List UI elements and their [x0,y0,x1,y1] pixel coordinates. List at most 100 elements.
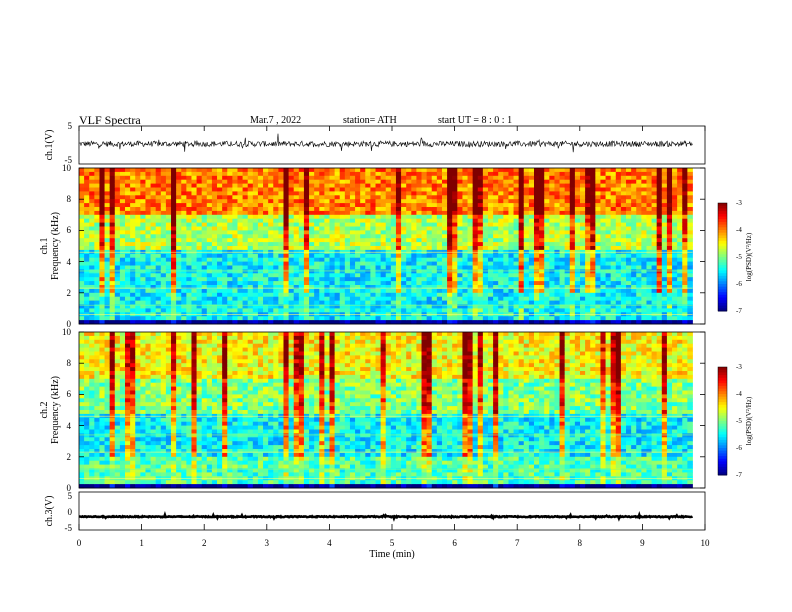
ch1-spec-cell [452,187,458,192]
ch1-spec-cell [319,281,325,286]
ch1-spec-cell [605,316,612,321]
ch1-spec-cell [528,316,535,321]
ch1-spec-cell [140,210,146,216]
ch1-spec-cell [344,281,351,286]
ch1-spec-cell [661,261,668,266]
ch1-spec-cell [171,238,177,243]
ch1-spec-cell [130,214,136,220]
ch1-spec-cell [186,175,192,181]
ch1-spec-cell [467,210,474,216]
ch1-spec-cell [375,269,382,274]
ch1-spec-cell [539,199,545,204]
ch1-spec-cell [385,308,392,313]
ch1-spec-cell [518,187,525,192]
ch1-spec-cell [493,199,499,204]
ch1-spec-cell [191,246,197,251]
ch1-spec-cell [84,168,90,173]
ch1-spec-cell [523,296,530,301]
ch2-spec-cell [79,472,85,477]
ch1-spec-cell [160,269,167,274]
ch1-spec-cell [252,168,259,173]
ch1-spec-cell [319,199,325,204]
ch1-spec-cell [385,203,392,208]
ch1-spec-cell [247,320,254,325]
ch1-spec-cell [426,199,433,204]
ch1-spec-cell [539,300,545,305]
ch1-spec-cell [682,257,688,262]
ch1-spec-cell [171,203,177,208]
ch1-spec-cell [114,246,121,251]
ch1-spec-cell [140,281,146,286]
ch1-spec-cell [636,195,642,200]
ch1-spec-cell [554,300,560,305]
ch1-spec-cell [661,214,668,220]
cb1-step [718,254,727,258]
ch1-spec-cell [181,234,187,239]
ch1-spec-cell [677,175,683,181]
ch1-spec-cell [385,230,392,235]
ch1-spec-cell [370,187,376,192]
ch1-spec-cell [303,226,310,231]
ch1-spec-cell [385,222,392,227]
ch1-spec-cell [585,207,591,212]
ch1-spec-cell [104,171,111,177]
ch1-spec-cell [462,210,468,216]
ch1-spec-cell [467,214,474,220]
ch1-spec-cell [595,308,601,313]
ch1-spec-cell [447,175,453,181]
ch1-spec-cell [319,179,325,184]
ch1-spec-cell [191,210,197,216]
ch1-spec-cell [211,203,218,208]
ch1-spec-cell [293,230,300,235]
ch1-spec-cell [626,222,632,227]
ch1-spec-cell [539,265,545,270]
ch1-spec-cell [672,261,678,266]
ch1-spec-cell [176,320,182,325]
ch1-spec-cell [656,257,663,262]
ch1-spec-cell [165,199,172,204]
ch1-spec-cell [191,285,197,290]
ch1-spec-cell [232,281,238,286]
ch1-spec-cell [283,199,289,204]
ch1-spec-cell [472,281,479,286]
ch1-spec-cell [283,171,289,177]
ch1-spec-cell [191,183,197,188]
ch1-spec-cell [462,265,468,270]
ch1-spec-cell [89,191,95,196]
ch1-spec-cell [559,316,566,321]
ch1-spec-cell [380,191,387,196]
ch1-spec-cell [344,218,351,223]
ch1-spec-cell [181,246,187,251]
ch1-spec-cell [334,187,341,192]
ch1-spec-cell [135,175,141,181]
ch1-spec-cell [125,242,131,247]
ch1-spec-cell [150,183,157,188]
ch1-spec-cell [257,281,264,286]
ch1-spec-cell [252,218,259,223]
ch1-spec-cell [355,238,361,243]
ch1-spec-cell [206,210,213,216]
ch1-spec-cell [349,187,356,192]
ch1-spec-cell [421,191,428,196]
ch1-spec-cell [273,269,279,274]
ch1-spec-cell [130,269,136,274]
ch1-spec-cell [314,253,320,259]
ch1-spec-cell [293,296,300,301]
ch1-spec-cell [539,230,545,235]
ch1-spec-cell [186,285,192,290]
ch1-spec-cell [436,187,443,192]
ch1-spec-cell [513,320,520,325]
ch1-spec-cell [477,203,484,208]
ch1-spec-cell [528,234,535,239]
ch1-spec-cell [360,222,366,227]
ch1-spec-cell [487,246,494,251]
ch1-spec-cell [84,273,90,278]
ch1-spec-cell [217,234,223,239]
ch1-spec-cell [620,242,627,247]
ch1-spec-cell [590,285,596,290]
ch1-spec-cell [564,207,571,212]
ch1-spec-cell [247,261,254,266]
ch1-spec-cell [365,226,371,231]
ch1-spec-cell [360,210,366,216]
ch1-spec-cell [482,179,489,184]
